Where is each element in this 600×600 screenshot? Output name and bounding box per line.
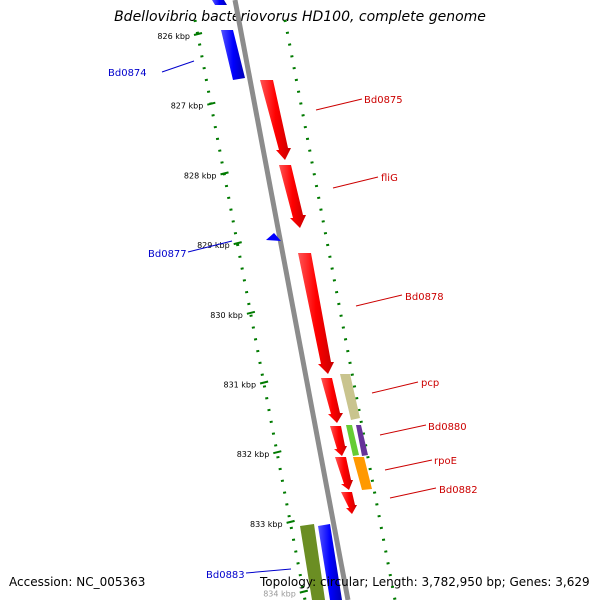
- gene-bd0874[interactable]: [221, 30, 245, 80]
- gene-bd0878[interactable]: [298, 253, 334, 374]
- gene-bd0883-olive[interactable]: [300, 524, 325, 600]
- tick-label: 832 kbp: [237, 450, 270, 459]
- label-bd0878[interactable]: Bd0878: [405, 292, 444, 303]
- label-rpoe[interactable]: rpoE: [434, 456, 457, 467]
- tick-mark: [246, 310, 256, 315]
- gene-rpoe[interactable]: [335, 457, 353, 490]
- gene-bd0880[interactable]: [330, 426, 347, 456]
- tick-mark: [259, 380, 269, 385]
- gene-flig[interactable]: [279, 165, 306, 228]
- tick-label: 826 kbp: [157, 32, 190, 41]
- tick-label: 827 kbp: [171, 102, 204, 111]
- gene-rpoe-orange[interactable]: [353, 457, 372, 490]
- label-flig[interactable]: fliG: [381, 173, 398, 184]
- outer-tick-ring-right: [283, 19, 397, 600]
- map-title: Bdellovibrio bacteriovorus HD100, comple…: [114, 9, 486, 25]
- gene-bd0882[interactable]: [341, 492, 357, 514]
- genome-backbone: [232, 0, 351, 600]
- label-bd0877[interactable]: Bd0877: [148, 249, 187, 260]
- label-pcp[interactable]: pcp: [421, 378, 439, 389]
- gene-bd0879[interactable]: [321, 378, 343, 423]
- gene-bd0875[interactable]: [260, 80, 291, 160]
- tick-label: 833 kbp: [250, 520, 283, 529]
- tick-label: 828 kbp: [184, 171, 217, 180]
- gene-bd0880-strip-purple[interactable]: [356, 425, 368, 456]
- label-bd0883[interactable]: Bd0883: [206, 570, 245, 581]
- accession-text: Accession: NC_005363: [9, 575, 146, 589]
- genome-summary-text: Topology: circular; Length: 3,782,950 bp…: [260, 575, 590, 589]
- tick-mark: [273, 450, 282, 455]
- tick-mark: [233, 241, 242, 246]
- tick-mark: [286, 519, 295, 524]
- tick-mark: [220, 171, 229, 176]
- tick-label: 834 kbp: [263, 590, 296, 599]
- label-bd0880[interactable]: Bd0880: [428, 422, 467, 433]
- gene-bd0877[interactable]: [266, 233, 281, 241]
- tick-mark: [299, 589, 309, 594]
- tick-marks: [193, 32, 309, 594]
- label-bd0875[interactable]: Bd0875: [364, 95, 403, 106]
- tick-label: 831 kbp: [223, 381, 256, 390]
- label-leaders: [161, 60, 437, 574]
- gene-bd0874-top[interactable]: [212, 0, 227, 5]
- gene-bd0880-strip-green[interactable]: [346, 425, 359, 456]
- tick-mark: [193, 32, 203, 36]
- tick-label: 830 kbp: [210, 311, 243, 320]
- label-bd0874[interactable]: Bd0874: [108, 68, 147, 79]
- tick-mark: [207, 101, 216, 106]
- gene-pcp[interactable]: [340, 374, 360, 420]
- label-bd0882[interactable]: Bd0882: [439, 485, 478, 496]
- gene-bd0883[interactable]: [318, 524, 342, 600]
